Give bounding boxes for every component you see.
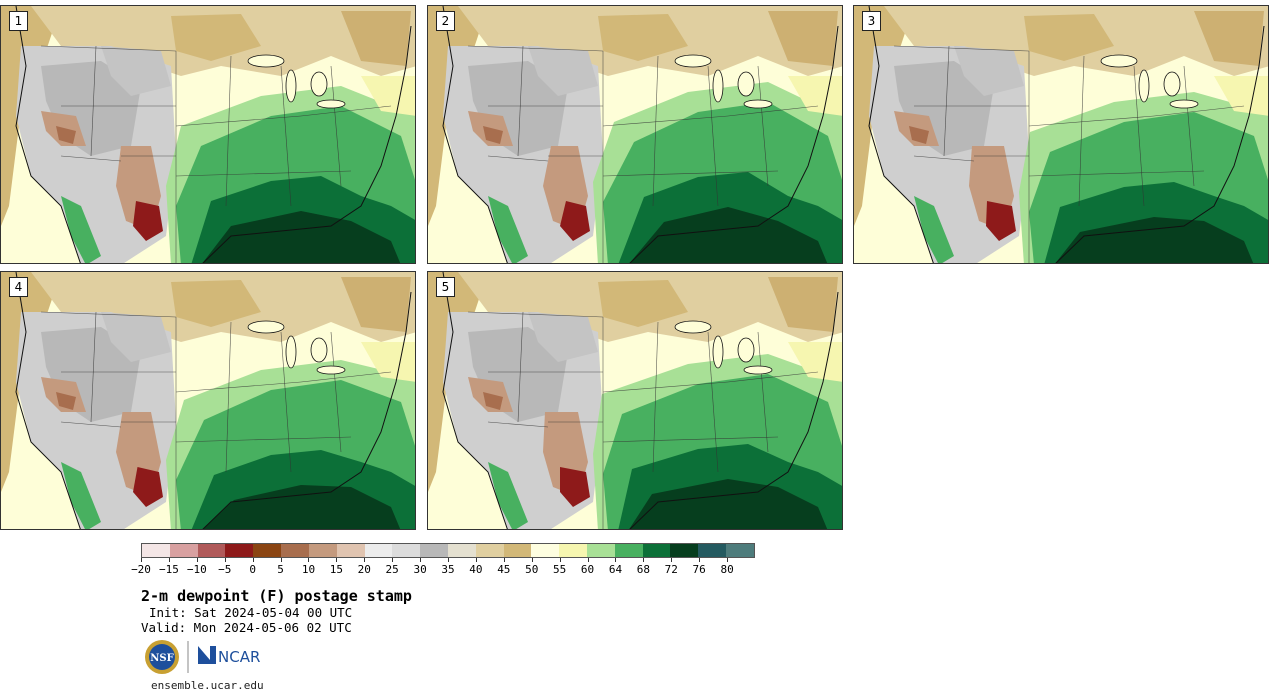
map-panel-3[interactable]: 3 [853,5,1269,264]
chart-title: 2-m dewpoint (F) postage stamp [141,587,412,605]
map-panel-2[interactable]: 2 [427,5,843,264]
colorbar-tick-label: −20 [131,563,151,576]
colorbar-tick-label: 60 [580,563,595,576]
colorbar-tick-mark [196,558,198,562]
colorbar-tick-label: 45 [497,563,511,576]
colorbar-tick-label: −15 [158,563,179,576]
colorbar-segment [559,544,587,557]
panel-number: 2 [436,11,455,31]
colorbar-tick-mark [141,558,142,562]
colorbar-tick-mark [252,558,254,562]
panel-number: 4 [9,277,28,297]
map-panel-1[interactable]: 1 [0,5,416,264]
colorbar-tick-label: −10 [186,563,207,576]
nsf-logo-text: NSF [150,653,173,664]
dewpoint-map [1,272,415,529]
colorbar-segment [308,544,337,557]
colorbar-tick-mark [643,558,645,562]
colorbar-segment [225,544,254,557]
colorbar-segment [364,544,393,557]
colorbar-tick-label: 5 [277,563,284,576]
colorbar-tick-mark [475,558,477,562]
colorbar-tick-label: 20 [357,563,371,576]
colorbar-segment [281,544,309,557]
ncar-logo-text: NCAR [218,648,260,666]
colorbar-tick-label: 55 [553,563,567,576]
colorbar-segment [197,544,226,557]
dewpoint-map [1,6,415,263]
panel-number: 5 [436,277,455,297]
colorbar-tick-label: 25 [385,563,399,576]
nsf-logo-icon: NSF [145,640,179,674]
colorbar-tick-label: 80 [720,563,734,576]
map-panel-5[interactable]: 5 [427,271,843,530]
site-url[interactable]: ensemble.ucar.edu [151,679,264,692]
colorbar-segment [587,544,615,557]
colorbar-tick-label: 35 [441,563,455,576]
colorbar-tick-mark [503,558,505,562]
map-panel-4[interactable]: 4 [0,271,416,530]
colorbar-tick-mark [280,558,282,562]
dewpoint-map [428,272,842,529]
colorbar [141,543,755,558]
colorbar-tick-label: 72 [664,563,678,576]
colorbar-tick-label: 0 [249,563,256,576]
colorbar-tick-mark [448,558,449,562]
colorbar-segment [253,544,282,557]
colorbar-tick-label: 15 [329,563,343,576]
colorbar-tick-mark [224,558,226,562]
colorbar-tick-mark [727,558,729,562]
colorbar-tick-labels: −20 −15 −10 −5 0 5 10 15 20 25 30 35 40 45 50 55 60 64 68 7… [131,563,755,577]
colorbar-tick-mark [531,558,533,562]
valid-time: Valid: Mon 2024-05-06 02 UTC [141,620,352,635]
colorbar-segment [642,544,671,557]
ncar-logo-icon: NCAR [198,646,260,666]
colorbar-tick-label: 64 [608,563,623,576]
colorbar-tick-mark [336,558,338,562]
panel-number: 3 [862,11,881,31]
colorbar-tick-label: 50 [525,563,539,576]
colorbar-tick-label: 76 [692,563,706,576]
colorbar-segment [447,544,476,557]
colorbar-tick-label: 30 [413,563,427,576]
dewpoint-map [428,6,842,263]
colorbar-tick-mark [364,558,366,562]
colorbar-segment [475,544,504,557]
colorbar-segment [169,544,198,557]
dewpoint-map [854,6,1268,263]
colorbar-tick-mark [587,558,589,562]
colorbar-tick-mark [615,558,617,562]
colorbar-segment [336,544,365,557]
colorbar-segment [726,544,754,557]
colorbar-segment [670,544,699,557]
colorbar-tick-label: −5 [218,563,232,576]
colorbar-segment [698,544,727,557]
colorbar-tick-mark [699,558,701,562]
colorbar-segment [142,544,170,557]
colorbar-tick-mark [392,558,394,562]
colorbar-tick-label: 68 [636,563,650,576]
colorbar-tick-mark [671,558,673,562]
colorbar-tick-label: 10 [301,563,316,576]
colorbar-segment [392,544,421,557]
logos: NSF NCAR [144,638,274,676]
colorbar-segment [614,544,643,557]
colorbar-tick-label: 40 [469,563,483,576]
colorbar-tick-mark [420,558,422,562]
colorbar-segment [420,544,448,557]
colorbar-tick-mark [168,558,170,562]
colorbar-tick-mark [559,558,561,562]
init-time: Init: Sat 2024-05-04 00 UTC [149,605,353,620]
panel-number: 1 [9,11,28,31]
colorbar-tickmarks [141,558,755,562]
colorbar-tick-mark [308,558,310,562]
colorbar-segment [503,544,532,557]
colorbar-segment [531,544,560,557]
